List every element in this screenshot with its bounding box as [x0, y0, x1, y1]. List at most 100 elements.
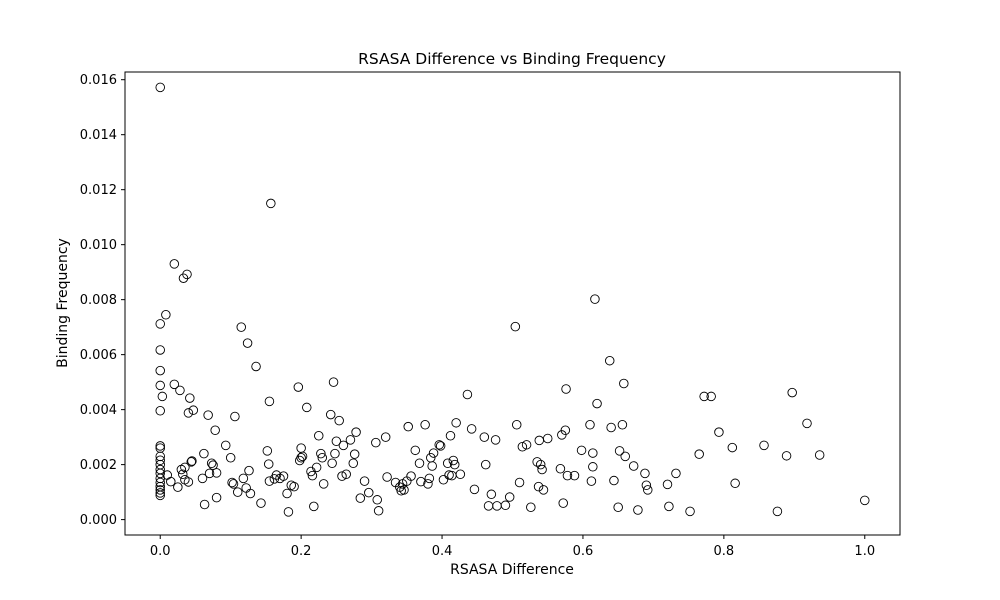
data-point	[399, 485, 409, 495]
data-point	[380, 432, 391, 442]
data-point	[609, 475, 619, 486]
data-point	[155, 345, 165, 355]
data-point	[232, 487, 243, 497]
data-point	[282, 488, 292, 499]
data-point	[558, 498, 568, 508]
data-point	[187, 456, 197, 466]
x-tick-label: 0.0	[150, 544, 171, 559]
data-point	[155, 380, 165, 391]
chart-title: RSASA Difference vs Binding Frequency	[358, 50, 666, 68]
data-point	[706, 391, 716, 402]
data-point	[517, 441, 528, 452]
y-tick-label: 0.006	[80, 348, 117, 363]
data-point	[588, 448, 598, 458]
data-point	[317, 452, 328, 463]
data-point	[560, 425, 571, 436]
data-point	[662, 479, 673, 490]
data-point	[155, 490, 165, 501]
data-point	[289, 481, 299, 492]
data-point	[714, 427, 724, 437]
y-tick-label: 0.002	[80, 458, 117, 473]
data-point	[643, 485, 653, 495]
data-point	[372, 495, 382, 505]
data-point	[592, 398, 602, 409]
data-point	[500, 500, 511, 511]
data-point	[271, 470, 282, 480]
data-point	[278, 471, 289, 481]
data-point	[671, 468, 681, 479]
data-point	[514, 477, 525, 488]
data-point	[230, 411, 240, 422]
data-point	[479, 432, 490, 442]
data-point	[211, 468, 222, 478]
data-point	[338, 440, 349, 451]
data-point	[416, 476, 426, 487]
data-point	[781, 451, 792, 461]
data-point	[586, 476, 597, 486]
data-point	[311, 462, 322, 473]
x-tick-label: 0.8	[714, 544, 735, 559]
data-point	[166, 476, 176, 487]
data-point	[334, 415, 344, 426]
data-point	[155, 443, 165, 453]
data-point	[406, 471, 416, 481]
data-point	[309, 501, 319, 512]
data-point	[787, 387, 797, 398]
data-point	[302, 402, 312, 413]
data-point	[860, 495, 870, 506]
data-point	[449, 459, 460, 470]
data-point	[604, 355, 615, 366]
data-point	[327, 458, 337, 468]
data-point	[206, 458, 217, 468]
data-point	[694, 449, 704, 459]
data-point	[628, 461, 639, 471]
data-point	[210, 425, 220, 436]
data-point	[225, 452, 236, 463]
data-point	[264, 396, 275, 407]
data-point	[286, 480, 297, 490]
data-point	[685, 506, 695, 517]
data-point	[562, 470, 573, 481]
data-point	[220, 440, 231, 451]
data-point	[208, 460, 218, 470]
data-point	[241, 483, 251, 493]
data-point	[619, 378, 629, 389]
data-point	[228, 479, 239, 489]
data-point	[535, 459, 546, 470]
data-point	[435, 441, 446, 451]
data-point	[424, 473, 435, 484]
data-point	[569, 470, 580, 481]
data-point	[337, 471, 347, 481]
y-tick-label: 0.010	[80, 238, 117, 253]
data-point	[371, 437, 381, 448]
data-points	[155, 82, 870, 517]
data-point	[538, 485, 549, 495]
data-point	[155, 319, 165, 329]
data-point	[325, 409, 336, 420]
data-point	[448, 455, 459, 466]
data-point	[585, 420, 595, 430]
data-point	[178, 469, 188, 479]
data-point	[640, 468, 650, 479]
data-point	[183, 477, 194, 487]
data-point	[490, 435, 501, 445]
data-point	[455, 469, 466, 479]
data-point	[199, 448, 209, 459]
data-point	[588, 462, 598, 472]
data-point	[403, 421, 413, 432]
data-point	[199, 499, 210, 510]
data-point	[613, 502, 623, 512]
data-point	[480, 459, 491, 470]
data-point	[185, 393, 195, 403]
data-point	[504, 492, 515, 502]
data-point	[348, 458, 359, 468]
data-point	[526, 502, 536, 512]
data-point	[204, 468, 215, 479]
data-point	[730, 478, 740, 489]
data-point	[251, 361, 261, 372]
data-point	[521, 440, 532, 450]
data-point	[633, 505, 643, 515]
data-point	[283, 507, 294, 517]
data-point	[227, 477, 237, 488]
data-point	[236, 322, 246, 332]
